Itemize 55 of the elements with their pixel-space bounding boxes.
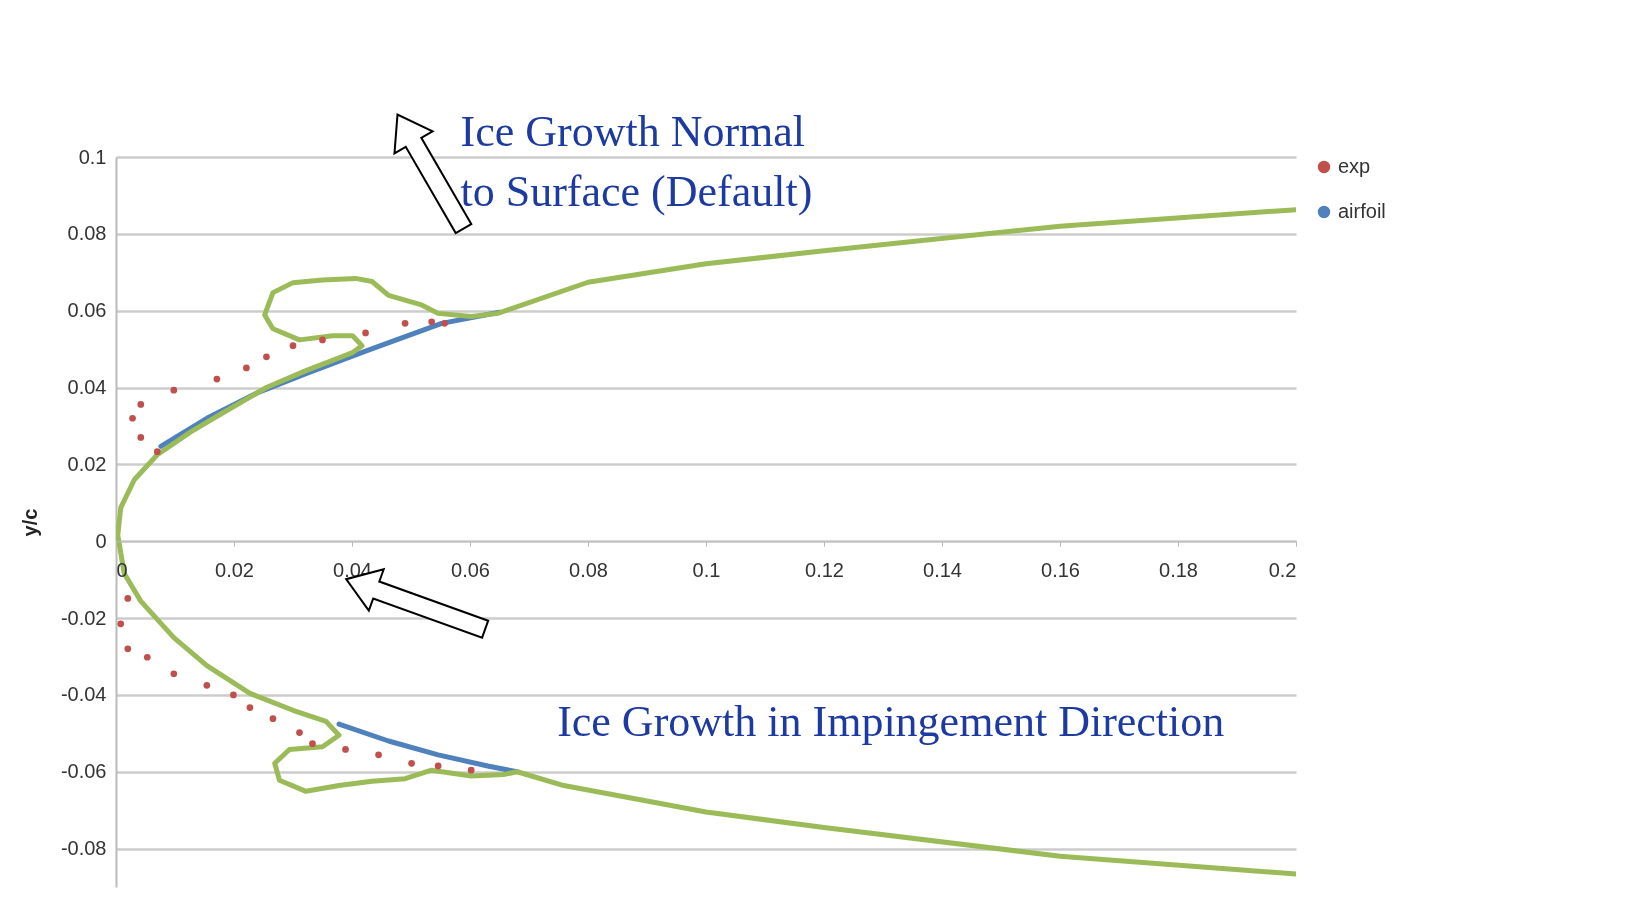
point <box>401 320 409 327</box>
point <box>124 595 132 602</box>
y-tick-label: 0.1 <box>78 145 107 168</box>
point <box>137 401 145 408</box>
legend-label: airfoil <box>1338 200 1386 222</box>
point <box>117 620 125 628</box>
y-tick-label: 0.04 <box>67 376 107 399</box>
x-tick-label: 0.08 <box>569 558 608 581</box>
point <box>124 645 132 653</box>
y-tick-label: -0.02 <box>60 606 107 629</box>
annotation: Ice Growth Normal to Surface (Default) <box>460 106 813 216</box>
y-tick-label: 0 <box>95 529 107 552</box>
point <box>243 364 250 372</box>
point <box>434 762 442 770</box>
point <box>289 342 297 349</box>
point <box>309 740 316 748</box>
x-tick-label: 0.14 <box>923 558 962 581</box>
point <box>137 434 145 441</box>
point <box>269 715 277 723</box>
point <box>246 704 254 711</box>
point <box>319 336 326 344</box>
point <box>230 691 237 699</box>
point <box>375 751 382 759</box>
point <box>143 653 151 661</box>
point <box>129 414 136 422</box>
point <box>170 386 178 394</box>
point <box>263 353 270 361</box>
y-tick-label: 0.06 <box>67 299 107 322</box>
point <box>170 670 178 678</box>
point <box>213 375 221 383</box>
x-tick-label: 0.1 <box>692 558 721 581</box>
x-tick-label: 0 <box>116 558 128 581</box>
x-tick-label: 0.02 <box>215 558 254 581</box>
point <box>441 320 448 327</box>
x-tick-label: 0.12 <box>805 558 844 581</box>
x-tick-label: 0.16 <box>1041 558 1080 581</box>
y-axis-title: y/c <box>18 508 41 537</box>
point <box>408 759 415 767</box>
y-tick-label: -0.08 <box>60 837 107 860</box>
point <box>203 681 211 689</box>
y-tick-label: -0.04 <box>60 683 107 706</box>
point <box>342 746 349 753</box>
annotation: Ice Growth in Impingement Direction <box>557 697 1225 747</box>
y-tick-label: 0.08 <box>67 222 107 245</box>
x-tick-label: 0.06 <box>451 558 490 581</box>
x-tick-label: 0.18 <box>1159 558 1198 581</box>
point <box>362 329 369 337</box>
point <box>428 318 435 326</box>
y-tick-label: -0.06 <box>60 760 107 783</box>
point <box>467 766 475 774</box>
y-tick-label: 0.02 <box>67 452 107 475</box>
point <box>153 448 161 456</box>
point <box>296 729 303 736</box>
x-tick-label: 0.2 <box>1268 558 1297 581</box>
legend-label: exp <box>1338 155 1371 177</box>
